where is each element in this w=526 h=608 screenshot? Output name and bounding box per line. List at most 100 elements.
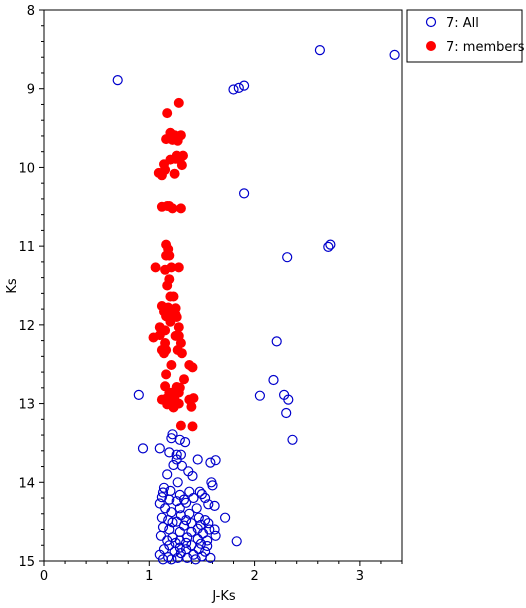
x-axis-title: J-Ks	[211, 589, 236, 604]
member-point	[150, 262, 161, 273]
all-point	[203, 518, 214, 529]
all-point	[205, 552, 216, 564]
legend: 7: All 7: members	[406, 9, 525, 63]
y-tick-label: 14	[18, 476, 35, 491]
member-point	[173, 262, 184, 273]
member-point	[159, 348, 169, 359]
all-point	[202, 535, 213, 546]
all-point	[190, 554, 201, 565]
all-point	[268, 374, 279, 386]
member-point	[186, 401, 197, 412]
all-point	[167, 517, 178, 528]
all-point	[239, 80, 250, 91]
all-point	[200, 492, 211, 504]
y-tick-label: 12	[18, 319, 35, 334]
legend-box	[406, 9, 523, 63]
plot-area	[43, 9, 403, 562]
all-point	[287, 434, 298, 445]
all-point	[157, 554, 169, 565]
all-point	[164, 494, 175, 505]
all-point	[166, 554, 177, 565]
all-point	[281, 407, 292, 419]
all-point	[164, 447, 175, 458]
all-point	[282, 252, 293, 263]
member-point	[175, 203, 186, 214]
all-point	[181, 514, 192, 526]
y-tick-label: 9	[27, 83, 35, 98]
member-point	[160, 264, 171, 275]
all-point	[158, 482, 170, 493]
member-point	[168, 291, 179, 302]
member-point	[179, 374, 189, 385]
all-point	[174, 434, 185, 445]
axis-ticks	[39, 9, 403, 566]
all-point	[156, 492, 167, 503]
all-point	[209, 500, 220, 511]
all-point	[239, 188, 250, 199]
all-point	[171, 454, 182, 465]
member-point	[154, 330, 165, 341]
all-point	[207, 480, 218, 491]
member-point	[175, 420, 186, 431]
member-point	[165, 316, 176, 327]
series-members	[148, 97, 199, 432]
all-point	[181, 497, 192, 508]
all-point	[220, 512, 231, 523]
all-point	[178, 494, 190, 505]
all-point	[137, 443, 149, 454]
member-point	[167, 203, 178, 214]
series-all	[112, 44, 400, 565]
member-point	[173, 322, 184, 333]
all-point	[176, 460, 187, 471]
all-point	[174, 503, 185, 514]
x-tick-label: 1	[145, 569, 153, 584]
all-point	[228, 84, 239, 95]
member-point	[161, 369, 172, 380]
all-point	[188, 492, 199, 504]
member-point	[162, 280, 173, 291]
all-point	[193, 544, 204, 555]
all-point	[325, 239, 336, 250]
all-point	[171, 496, 182, 507]
all-point	[133, 389, 144, 400]
y-tick-label: 15	[18, 555, 35, 570]
legend-label-members: 7: members	[446, 40, 525, 55]
all-point	[254, 390, 265, 401]
all-point	[162, 469, 173, 480]
y-tick-label: 10	[18, 161, 35, 176]
all-point	[323, 241, 334, 252]
y-tick-label: 8	[27, 4, 35, 19]
all-point	[271, 336, 282, 347]
all-point	[192, 454, 203, 465]
member-point	[176, 348, 187, 359]
y-tick-label: 13	[18, 398, 35, 413]
legend-marker-members	[426, 41, 436, 51]
all-point	[154, 443, 165, 454]
all-point	[187, 470, 198, 482]
all-point	[210, 455, 221, 466]
all-point	[157, 487, 169, 498]
member-point	[166, 360, 177, 370]
all-point	[172, 477, 183, 488]
all-point	[210, 530, 221, 541]
all-point	[314, 44, 325, 56]
all-point	[389, 49, 400, 61]
member-point	[187, 421, 198, 432]
all-point	[171, 449, 182, 460]
x-tick-label: 0	[40, 569, 48, 584]
data-points	[112, 44, 400, 565]
all-point	[203, 499, 214, 510]
all-point	[112, 74, 123, 86]
all-point	[194, 486, 205, 497]
legend-marker-all	[425, 16, 437, 28]
all-point	[283, 394, 294, 405]
y-axis-title: Ks	[5, 278, 20, 294]
member-point	[164, 250, 175, 261]
all-point	[156, 512, 167, 523]
member-point	[169, 168, 180, 179]
all-point	[167, 429, 178, 440]
member-point	[187, 362, 198, 373]
member-point	[176, 160, 187, 171]
all-point	[231, 536, 242, 547]
